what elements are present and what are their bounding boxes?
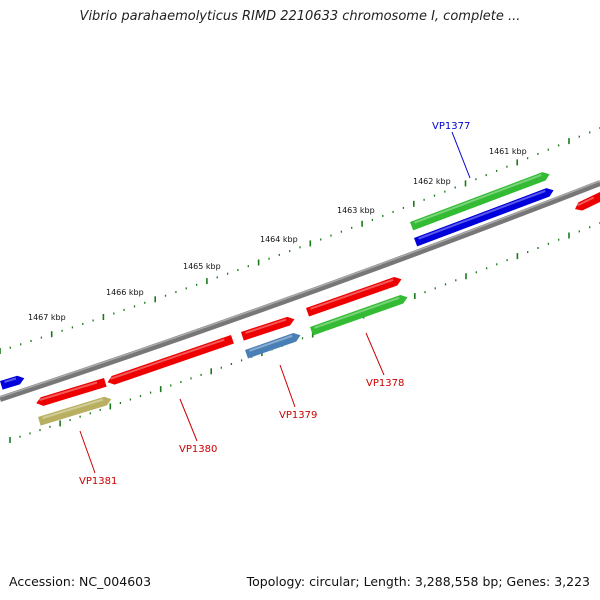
gene-vp1378-red[interactable] <box>306 277 402 317</box>
label-leaders <box>79 131 471 474</box>
tick-rows <box>0 127 600 443</box>
leader-vp1378 <box>365 332 385 376</box>
kbp-label-1463: 1463 kbp <box>337 206 375 215</box>
accession-text: Accession: NC_004603 <box>9 574 152 589</box>
gene-red-edge[interactable] <box>575 192 600 211</box>
gene-vp1378-red-body[interactable] <box>306 277 402 317</box>
gene-vp1380-red-body[interactable] <box>107 335 234 385</box>
gene-vp1379-steel-body[interactable] <box>245 333 301 359</box>
kbp-label-1464: 1464 kbp <box>260 235 298 244</box>
gene-vp1381-khaki-shine <box>42 398 104 419</box>
gene-red-edge-body[interactable] <box>575 192 600 211</box>
leader-vp1381 <box>79 430 96 474</box>
gene-vp1379-steel[interactable] <box>245 333 301 359</box>
gene-vp1381-red-body[interactable] <box>36 378 107 406</box>
gene-arrows <box>0 172 600 426</box>
gene-vp1377-green-body[interactable] <box>410 172 550 231</box>
gene-label-vp1381[interactable]: VP1381 <box>79 476 117 487</box>
gene-vp1381-khaki-body[interactable] <box>38 396 112 426</box>
chromosome-backbone <box>0 180 600 402</box>
topology-text: Topology: circular; Length: 3,288,558 bp… <box>246 574 590 589</box>
gene-vp1379-red-body[interactable] <box>241 316 295 341</box>
kbp-label-1466: 1466 kbp <box>106 288 144 297</box>
gene-vp1378-green-shine <box>314 296 400 329</box>
map-title: Vibrio parahaemolyticus RIMD 2210633 chr… <box>79 9 521 24</box>
gene-vp1377-blue[interactable] <box>414 188 554 247</box>
gene-label-vp1380[interactable]: VP1380 <box>179 444 217 455</box>
gene-vp1379-steel-shine <box>249 334 293 352</box>
kbp-label-1465: 1465 kbp <box>183 262 221 271</box>
gene-blue-edge[interactable] <box>0 375 25 390</box>
gene-blue-edge-shine <box>4 377 17 383</box>
gene-blue-edge-body[interactable] <box>0 375 25 390</box>
gene-label-vp1378[interactable]: VP1378 <box>366 378 404 389</box>
leader-vp1380 <box>179 398 198 442</box>
gene-vp1381-red[interactable] <box>36 378 107 406</box>
gene-vp1379-red-shine <box>245 318 287 334</box>
leader-vp1377 <box>451 131 471 179</box>
backbone-highlight <box>0 180 600 398</box>
kbp-label-1467: 1467 kbp <box>28 313 66 322</box>
leader-vp1379 <box>279 364 296 408</box>
gene-vp1380-red-shine <box>110 338 225 380</box>
gene-vp1380-red[interactable] <box>107 335 234 385</box>
gene-vp1381-khaki[interactable] <box>38 396 112 426</box>
gene-vp1377-blue-shine <box>418 189 546 240</box>
gene-red-edge-shine <box>577 196 595 207</box>
gene-vp1378-red-shine <box>310 278 394 310</box>
gene-vp1377-blue-body[interactable] <box>414 188 554 247</box>
gene-vp1378-green[interactable] <box>310 295 408 336</box>
gene-label-vp1379[interactable]: VP1379 <box>279 410 317 421</box>
gene-vp1377-green-shine <box>414 173 542 224</box>
kbp-label-1461: 1461 kbp <box>489 147 527 156</box>
kbp-label-1462: 1462 kbp <box>413 177 451 186</box>
gene-vp1381-red-shine <box>39 381 98 401</box>
gene-label-vp1377[interactable]: VP1377 <box>432 121 470 132</box>
gene-vp1377-green[interactable] <box>410 172 550 231</box>
gene-vp1378-green-body[interactable] <box>310 295 408 336</box>
gene-vp1379-red[interactable] <box>241 316 295 341</box>
